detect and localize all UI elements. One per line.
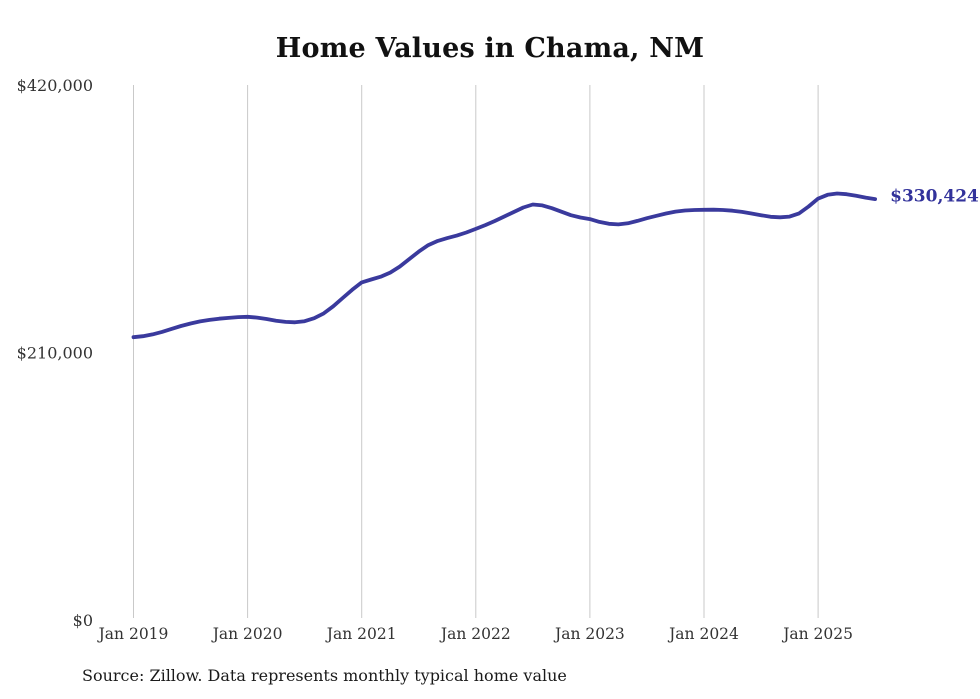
x-axis-tick-label: Jan 2024 [667,625,739,643]
y-axis-tick-label: $210,000 [17,344,93,363]
x-axis-tick-label: Jan 2022 [439,625,511,643]
source-note: Source: Zillow. Data represents monthly … [82,666,567,685]
x-axis-tick-label: Jan 2019 [97,625,169,643]
x-axis-tick-label: Jan 2021 [325,625,397,643]
x-axis-tick-label: Jan 2023 [553,625,625,643]
chart-title: Home Values in Chama, NM [275,33,705,64]
x-axis-tick-label: Jan 2025 [781,625,853,643]
y-axis-tick-label: $0 [73,611,93,630]
latest-value-label: $330,424 [890,187,979,207]
x-axis-tick-label: Jan 2020 [211,625,283,643]
home-value-line [131,191,877,340]
y-axis-tick-label: $420,000 [17,76,93,95]
